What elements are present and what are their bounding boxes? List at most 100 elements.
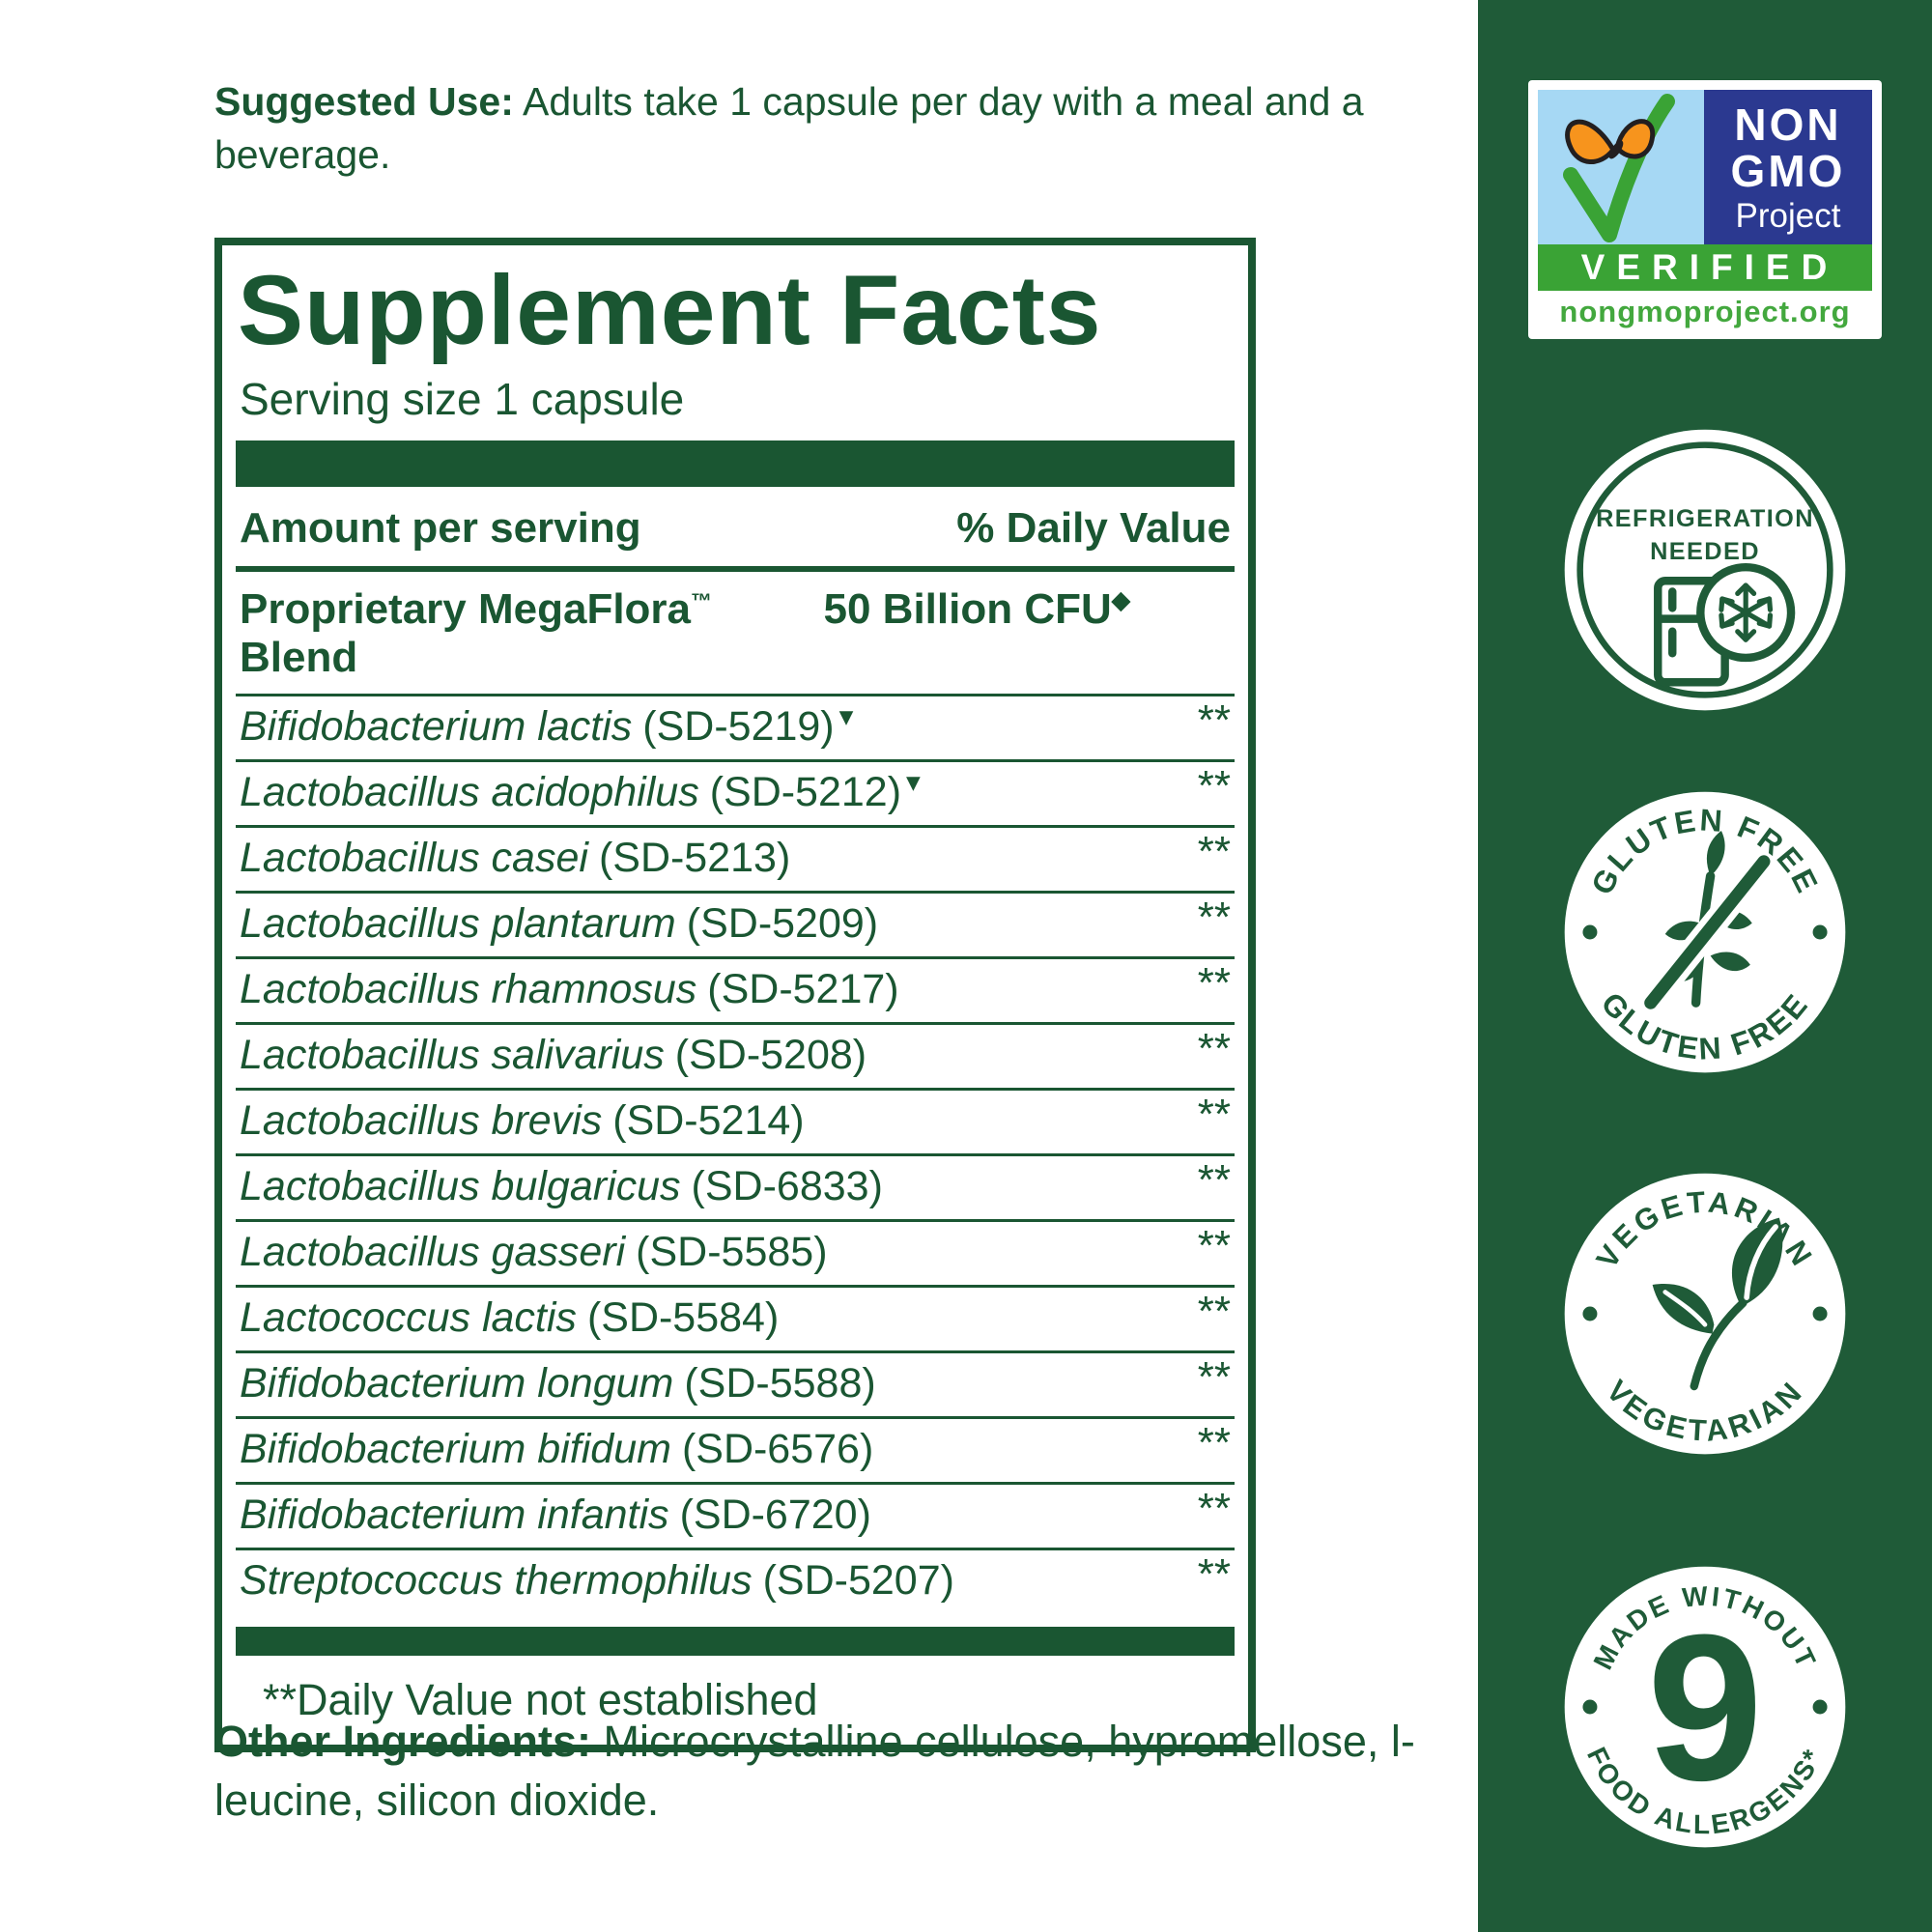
table-row: Streptococcus thermophilus (SD-5207) ** <box>236 1548 1235 1613</box>
strain-code: (SD-5214) <box>612 1097 805 1144</box>
strain-code: (SD-5588) <box>684 1360 876 1406</box>
divider-bar-bottom <box>236 1627 1235 1656</box>
strain-name: Lactobacillus casei <box>240 835 588 881</box>
table-row: Lactococcus lactis (SD-5584) ** <box>236 1285 1235 1350</box>
strain-name: Lactobacillus acidophilus <box>240 769 699 815</box>
triangle-footnote-mark: ▼ <box>901 769 925 797</box>
daily-value-cell: ** <box>1197 1156 1231 1204</box>
gluten-free-seal: GLUTEN FREE GLUTEN FREE <box>1564 791 1846 1073</box>
table-row: Lactobacillus plantarum (SD-5209) ** <box>236 891 1235 956</box>
strain-code: (SD-6720) <box>679 1492 871 1538</box>
supplement-facts-panel: Supplement Facts Serving size 1 capsule … <box>214 238 1256 1752</box>
table-row: Bifidobacterium infantis (SD-6720) ** <box>236 1482 1235 1548</box>
triangle-footnote-mark: ▼ <box>834 703 859 731</box>
table-row: Lactobacillus acidophilus (SD-5212)▼ ** <box>236 759 1235 825</box>
daily-value-cell: ** <box>1197 1353 1231 1401</box>
strain-code: (SD-5585) <box>636 1229 828 1275</box>
non-gmo-seal: NON GMO Project VERIFIED nongmoproject.o… <box>1528 80 1882 339</box>
strain-name: Lactobacillus bulgaricus <box>240 1163 681 1209</box>
daily-value-cell: ** <box>1197 1222 1231 1269</box>
strain-code: (SD-5219) <box>642 703 835 750</box>
other-ingredients-label: Other Ingredients: <box>214 1717 592 1766</box>
strain-code: (SD-5212) <box>709 769 902 815</box>
verified-text: VERIFIED <box>1581 247 1839 287</box>
non-gmo-url: nongmoproject.org <box>1559 295 1850 328</box>
strain-code: (SD-5584) <box>586 1294 780 1341</box>
non-gmo-line1: NON <box>1734 99 1841 150</box>
butterfly-icon <box>1565 119 1656 164</box>
navy-panel <box>1704 90 1872 244</box>
daily-value-cell: ** <box>1197 959 1231 1007</box>
strain-name: Lactobacillus gasseri <box>240 1229 626 1275</box>
blend-name: Proprietary MegaFlora™ Blend <box>240 585 713 681</box>
verified-bar <box>1538 244 1872 291</box>
blend-amount: 50 Billion CFU◆ <box>823 585 1130 633</box>
strain-code: (SD-6576) <box>681 1426 874 1472</box>
daily-value-cell: ** <box>1197 1025 1231 1072</box>
diamond-footnote-mark: ◆ <box>1111 586 1130 614</box>
gluten-free-badge: GLUTEN FREE GLUTEN FREE <box>1560 787 1850 1082</box>
allergens-badge: MADE WITHOUT FOOD ALLERGENS* 9 <box>1560 1562 1850 1857</box>
left-dot <box>1582 924 1598 940</box>
daily-value-cell: ** <box>1197 1485 1231 1532</box>
serving-size: Serving size 1 capsule <box>240 374 685 424</box>
column-header-amount: Amount per serving <box>240 504 641 552</box>
right-dot <box>1812 924 1828 940</box>
divider-bar-thick <box>236 440 1235 487</box>
checkmark-icon <box>1563 94 1675 242</box>
suggested-use: Suggested Use: Adults take 1 capsule per… <box>214 75 1412 182</box>
daily-value-cell: ** <box>1197 696 1231 744</box>
blend-row: Proprietary MegaFlora™ Blend 50 Billion … <box>236 572 1235 694</box>
snowflake-icon <box>1719 582 1774 642</box>
strain-code: (SD-5208) <box>674 1032 867 1078</box>
strain-name: Lactococcus lactis <box>240 1294 577 1341</box>
strain-name: Lactobacillus plantarum <box>240 900 676 947</box>
strain-name: Bifidobacterium infantis <box>240 1492 669 1538</box>
wheat-slash-icon <box>1640 831 1775 1011</box>
certification-band: NON GMO Project VERIFIED nongmoproject.o… <box>1478 0 1932 1932</box>
strain-code: (SD-6833) <box>691 1163 883 1209</box>
right-dot <box>1812 1699 1828 1715</box>
daily-value-cell: ** <box>1197 828 1231 875</box>
table-row: Bifidobacterium longum (SD-5588) ** <box>236 1350 1235 1416</box>
non-gmo-line3: Project <box>1736 197 1841 235</box>
left-dot <box>1582 1699 1598 1715</box>
non-gmo-badge: NON GMO Project VERIFIED nongmoproject.o… <box>1528 80 1882 344</box>
column-header-daily-value: % Daily Value <box>956 504 1231 552</box>
daily-value-cell: ** <box>1197 762 1231 810</box>
header-rule <box>236 566 1235 572</box>
leaves-icon <box>1652 1217 1783 1391</box>
table-row: Lactobacillus bulgaricus (SD-6833) ** <box>236 1153 1235 1219</box>
daily-value-cell: ** <box>1197 894 1231 941</box>
daily-value-cell: ** <box>1197 1091 1231 1138</box>
table-row: Bifidobacterium lactis (SD-5219)▼ ** <box>236 694 1235 759</box>
strain-code: (SD-5213) <box>598 835 791 881</box>
strain-code: (SD-5217) <box>707 966 899 1012</box>
strain-name: Bifidobacterium bifidum <box>240 1426 671 1472</box>
other-ingredients-text: Microcrystalline cellulose, hypromellose… <box>214 1717 1415 1825</box>
daily-value-footnote: **Daily Value not established <box>263 1675 818 1724</box>
refrigeration-line2: NEEDED <box>1650 538 1760 565</box>
strain-code: (SD-5209) <box>686 900 879 947</box>
table-row: Lactobacillus gasseri (SD-5585) ** <box>236 1219 1235 1285</box>
suggested-use-label: Suggested Use: <box>214 79 514 124</box>
right-dot <box>1812 1306 1828 1321</box>
strain-name: Lactobacillus rhamnosus <box>240 966 697 1012</box>
left-dot <box>1582 1306 1598 1321</box>
table-row: Bifidobacterium bifidum (SD-6576) ** <box>236 1416 1235 1482</box>
trademark-symbol: ™ <box>691 588 713 613</box>
daily-value-cell: ** <box>1197 1419 1231 1466</box>
allergen-count: 9 <box>1647 1591 1763 1824</box>
table-row: Lactobacillus brevis (SD-5214) ** <box>236 1088 1235 1153</box>
table-row: Lactobacillus casei (SD-5213) ** <box>236 825 1235 891</box>
inner-ring <box>1577 441 1833 698</box>
supplement-facts-title: Supplement Facts <box>238 255 1102 365</box>
daily-value-cell: ** <box>1197 1550 1231 1598</box>
daily-value-cell: ** <box>1197 1288 1231 1335</box>
table-header-row: Amount per serving % Daily Value <box>236 487 1235 566</box>
vegetarian-badge: VEGETARIAN VEGETARIAN <box>1560 1169 1850 1463</box>
non-gmo-line2: GMO <box>1731 146 1846 196</box>
vegetarian-seal: VEGETARIAN VEGETARIAN <box>1564 1173 1846 1455</box>
table-row: Lactobacillus salivarius (SD-5208) ** <box>236 1022 1235 1088</box>
